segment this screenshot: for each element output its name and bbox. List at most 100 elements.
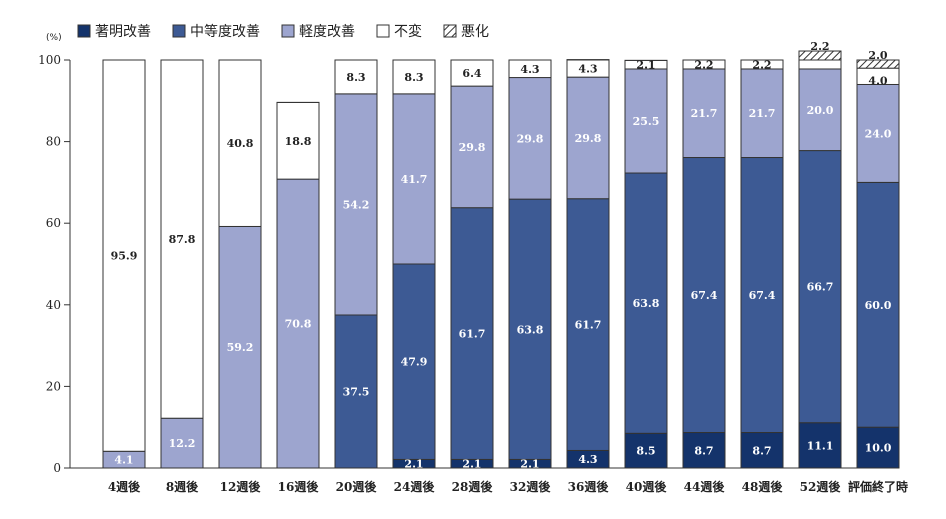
x-tick-label: 32週後 xyxy=(510,479,552,494)
legend: 著明改善 中等度改善 軽度改善 不変 悪化 xyxy=(77,23,489,40)
data-label: 10.0 xyxy=(865,442,892,455)
bar-stack xyxy=(624,59,668,469)
x-tick-label: 12週後 xyxy=(220,479,262,494)
data-label: 66.7 xyxy=(807,281,834,294)
bar-stack xyxy=(392,59,436,469)
data-label: 21.7 xyxy=(749,107,776,120)
data-label: 2.1 xyxy=(462,458,481,471)
bar-outline xyxy=(740,59,784,469)
data-label: 67.4 xyxy=(749,289,776,302)
bar-stack xyxy=(334,59,378,469)
data-label: 21.7 xyxy=(691,107,718,120)
bar-stack xyxy=(566,59,610,469)
data-label: 2.0 xyxy=(868,49,887,62)
legend-swatch-2 xyxy=(281,24,295,38)
bar-segment xyxy=(334,314,378,469)
bar-segment xyxy=(798,422,842,469)
x-tick-label: 28週後 xyxy=(452,479,494,494)
x-tick-label: 48週後 xyxy=(742,479,784,494)
data-label: 54.2 xyxy=(343,198,370,211)
bar-outline xyxy=(102,59,146,469)
bar-segment xyxy=(798,150,842,424)
bar-outline xyxy=(682,59,726,469)
x-tick-label: 44週後 xyxy=(684,479,726,494)
data-label: 8.3 xyxy=(404,71,423,84)
data-label: 8.7 xyxy=(694,444,713,457)
bar-segment xyxy=(566,76,610,200)
y-tick-label: 40 xyxy=(46,298,61,312)
data-label: 4.3 xyxy=(520,63,539,76)
bar-segment xyxy=(508,198,552,460)
legend-swatch-1 xyxy=(172,24,186,38)
bar-segment xyxy=(392,263,436,460)
bar-stack xyxy=(160,59,204,469)
bar-outline xyxy=(334,59,378,469)
bar-segment xyxy=(798,68,842,152)
data-label: 2.2 xyxy=(694,58,713,71)
x-tick-label: 40週後 xyxy=(626,479,668,494)
x-tick-label: 8週後 xyxy=(166,479,199,494)
bar-outline xyxy=(624,59,668,469)
bar-stack xyxy=(682,59,726,469)
data-label: 61.7 xyxy=(459,328,486,341)
data-label: 29.8 xyxy=(575,132,602,145)
bar-segment xyxy=(218,59,262,227)
data-label: 8.5 xyxy=(636,445,655,458)
y-tick-label: 80 xyxy=(46,135,61,149)
bar-outline xyxy=(798,59,842,469)
bar-stack xyxy=(276,101,320,469)
x-tick-label: 52週後 xyxy=(800,479,842,494)
bar-segment xyxy=(682,157,726,434)
bar-stack xyxy=(102,59,146,469)
data-label: 87.8 xyxy=(169,233,196,246)
data-label: 63.8 xyxy=(633,297,660,310)
bar-segment xyxy=(450,85,494,209)
bars xyxy=(102,50,900,469)
data-label: 4.0 xyxy=(868,74,887,87)
data-label: 2.1 xyxy=(636,59,655,72)
bar-outline xyxy=(392,59,436,469)
legend-swatch-0 xyxy=(77,24,91,38)
data-label: 4.1 xyxy=(114,454,133,467)
data-label: 8.7 xyxy=(752,444,771,457)
data-label: 20.0 xyxy=(807,104,834,117)
bar-outline xyxy=(450,59,494,469)
data-label: 4.3 xyxy=(578,453,597,466)
bar-segment xyxy=(450,207,494,460)
y-tick-label: 100 xyxy=(38,53,61,67)
bar-stack xyxy=(508,59,552,469)
data-label: 6.4 xyxy=(462,67,481,80)
bar-stack xyxy=(856,59,900,469)
bar-segment xyxy=(624,68,668,174)
bar-stack xyxy=(450,59,494,469)
bar-outline xyxy=(566,59,610,469)
data-label: 2.2 xyxy=(752,58,771,71)
legend-label-3: 不変 xyxy=(394,23,422,40)
legend-label-1: 中等度改善 xyxy=(190,23,260,40)
data-label: 11.1 xyxy=(807,439,834,452)
bar-segment xyxy=(856,83,900,183)
bar-segment xyxy=(334,93,378,316)
y-tick-label: 20 xyxy=(46,379,61,393)
data-label: 12.2 xyxy=(169,437,196,450)
data-label: 29.8 xyxy=(459,141,486,154)
data-label: 67.4 xyxy=(691,289,718,302)
data-label: 40.8 xyxy=(227,137,254,150)
legend-swatch-3 xyxy=(376,24,390,38)
axes: 0 20 40 60 80 100 4週後 8週後 12週後 16週後 20週後 24週後 28週後 32… xyxy=(38,53,908,494)
data-label: 37.5 xyxy=(343,386,370,399)
x-tick-label: 36週後 xyxy=(568,479,610,494)
data-label: 61.7 xyxy=(575,319,602,332)
bar-stack xyxy=(798,50,842,469)
data-label: 8.3 xyxy=(346,71,365,84)
data-label: 95.9 xyxy=(111,250,138,263)
bar-outline xyxy=(160,59,204,469)
x-tick-label: 評価終了時 xyxy=(848,479,908,494)
data-label: 70.8 xyxy=(285,318,312,331)
legend-label-4: 悪化 xyxy=(461,24,489,40)
bar-outline xyxy=(218,59,262,469)
legend-label-0: 著明改善 xyxy=(95,24,151,40)
data-label: 59.2 xyxy=(227,341,254,354)
data-label: 29.8 xyxy=(517,132,544,145)
